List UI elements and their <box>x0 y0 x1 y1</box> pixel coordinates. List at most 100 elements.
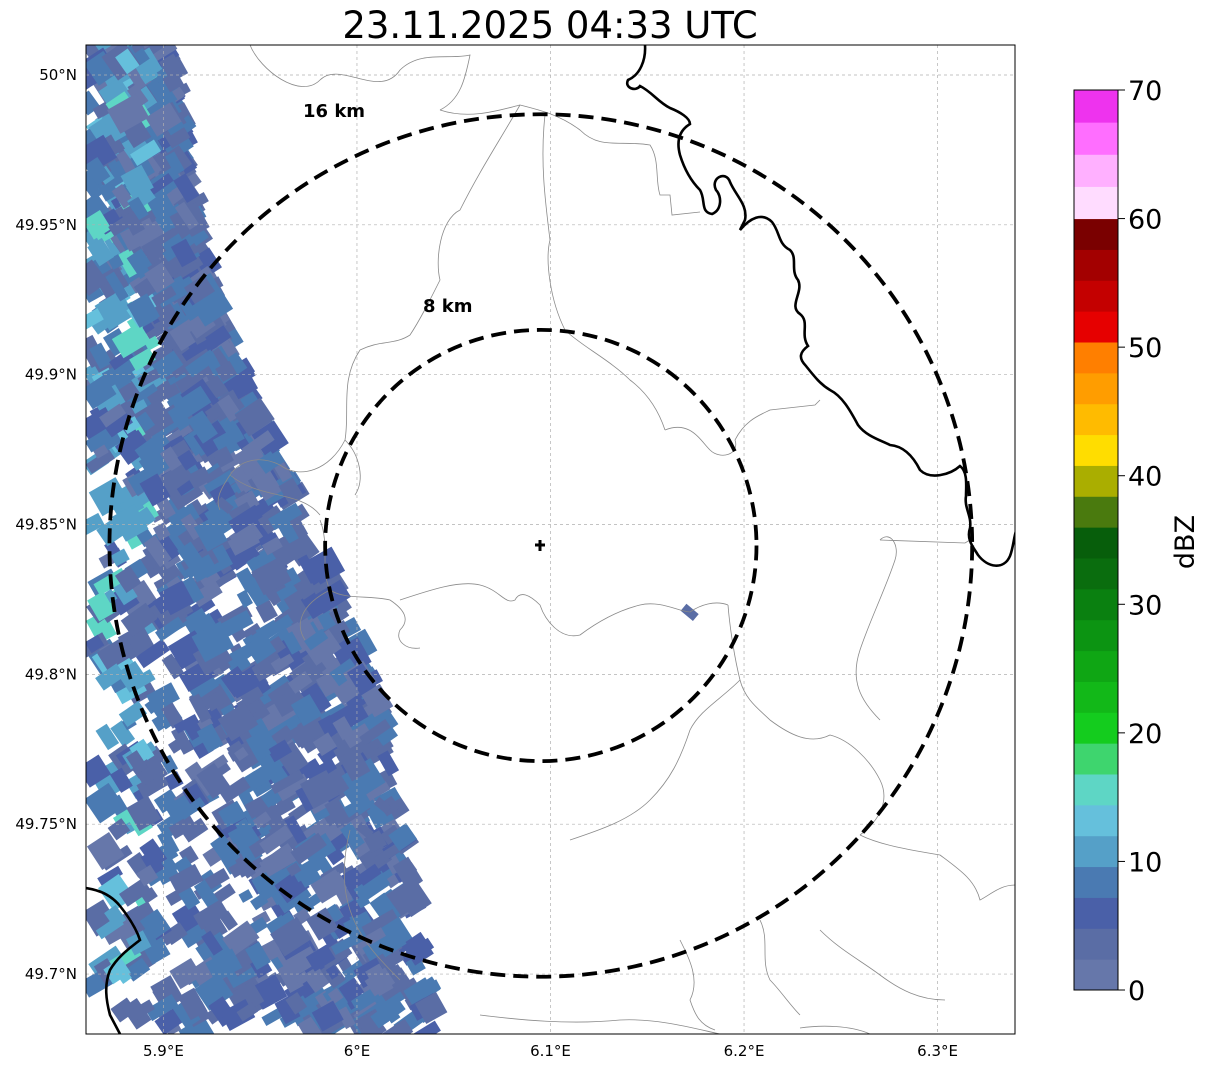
echo-cell <box>151 350 184 380</box>
echo-cell <box>338 747 371 782</box>
echo-cell <box>286 862 302 877</box>
echo-cell <box>353 870 391 904</box>
echo-cell <box>151 285 177 307</box>
lon-tick-label: 6.1°E <box>530 1042 571 1060</box>
echo-cell <box>259 824 294 855</box>
lat-tick-label: 49.9°N <box>25 366 77 384</box>
echo-cell <box>326 846 345 866</box>
echo-cell <box>162 382 181 400</box>
echo-cell <box>156 864 180 886</box>
echo-cell <box>177 449 198 471</box>
echo-cell <box>268 502 303 531</box>
echo-cell <box>136 771 169 799</box>
echo-cell <box>86 634 105 654</box>
echo-cell <box>282 631 302 655</box>
echo-cell <box>125 930 152 956</box>
echo-cell <box>359 718 392 746</box>
echo-cell <box>252 811 272 829</box>
echo-cell <box>174 201 199 231</box>
lat-tick-label: 49.95°N <box>15 216 77 234</box>
echo-cell <box>196 762 231 799</box>
echo-cell <box>187 410 218 444</box>
echo-cell <box>119 217 160 252</box>
echo-cell <box>104 904 127 929</box>
range-ring-label-8km: 8 km <box>423 296 473 317</box>
echo-cell <box>278 477 304 504</box>
echo-cell <box>86 754 112 788</box>
echo-cell <box>365 781 391 802</box>
echo-cell <box>251 557 292 596</box>
echo-cell <box>234 817 260 847</box>
lat-tick-label: 49.8°N <box>25 665 77 683</box>
echo-cell <box>105 413 134 438</box>
echo-cell <box>284 815 307 844</box>
echo-cell <box>87 237 115 267</box>
echo-cell <box>95 723 120 751</box>
lat-tick-label: 49.85°N <box>15 516 77 534</box>
echo-cell <box>300 682 332 716</box>
echo-cell <box>340 822 365 850</box>
echo-cell <box>201 930 223 956</box>
lat-tick-label: 49.75°N <box>15 815 77 833</box>
echo-cell <box>134 430 170 462</box>
echo-cell <box>140 849 165 876</box>
echo-cell <box>270 651 295 673</box>
map-frame <box>85 44 1016 1035</box>
echo-cell <box>177 987 208 1021</box>
echo-cell <box>194 972 234 1011</box>
echo-cell <box>175 385 212 419</box>
echo-cell <box>246 556 262 572</box>
echo-cell <box>109 959 132 985</box>
echo-cell <box>86 428 113 453</box>
echo-cell <box>129 738 155 765</box>
echo-cell <box>169 957 203 990</box>
echo-cell <box>245 732 272 762</box>
echo-cell <box>153 80 171 101</box>
echo-cell <box>212 428 240 451</box>
echo-cell <box>118 700 148 727</box>
echo-cell <box>297 1016 323 1034</box>
echo-cell <box>116 149 137 175</box>
echo-cell <box>245 941 271 971</box>
echo-cell <box>285 609 302 627</box>
echo-cell <box>228 504 263 534</box>
radar-site-marker <box>535 540 545 551</box>
echo-cell <box>290 693 323 727</box>
echo-cell <box>373 796 392 814</box>
echo-cell <box>191 621 235 663</box>
echo-cell <box>336 1006 356 1030</box>
echo-cell <box>146 682 180 713</box>
echo-cell <box>135 411 155 432</box>
echo-cell <box>170 238 198 268</box>
echo-cell <box>177 541 205 571</box>
echo-cell <box>173 173 200 203</box>
latitude-tick-labels: 50°N 49.95°N 49.9°N 49.85°N 49.8°N 49.75°N 49.… <box>15 66 77 983</box>
echo-cell <box>87 300 126 335</box>
echo-cell <box>193 899 229 930</box>
echo-cell <box>101 111 127 142</box>
echo-cell <box>155 533 181 562</box>
echo-cell <box>148 173 174 195</box>
echo-cell <box>397 882 432 918</box>
echo-cell <box>108 210 140 237</box>
echo-cell <box>364 967 396 997</box>
echo-cell <box>126 795 162 831</box>
echo-cell <box>92 384 127 418</box>
echo-cell <box>126 293 160 328</box>
echo-cell <box>300 591 327 620</box>
echo-cell <box>267 739 293 763</box>
echo-cell <box>162 122 191 149</box>
echo-cell <box>86 156 111 186</box>
echo-cell <box>236 589 253 608</box>
echo-cell <box>86 449 116 474</box>
echo-cell <box>172 999 201 1029</box>
echo-cell <box>380 1018 414 1034</box>
echo-cell <box>159 53 186 83</box>
echo-cell <box>228 370 259 400</box>
echo-cell <box>127 196 149 221</box>
echo-cell <box>178 845 199 866</box>
lon-tick-label: 6.3°E <box>917 1042 958 1060</box>
map-title: 23.11.2025 04:33 UTC <box>342 4 758 47</box>
echo-cell <box>120 602 158 637</box>
echo-cell <box>261 536 283 556</box>
